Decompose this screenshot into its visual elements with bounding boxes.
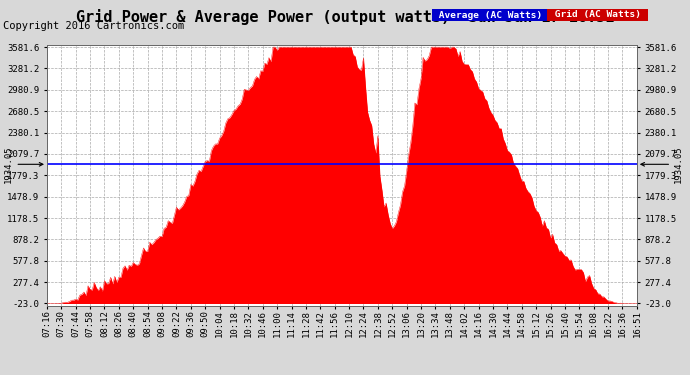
Text: Copyright 2016 Cartronics.com: Copyright 2016 Cartronics.com (3, 21, 185, 31)
Text: 1934.05: 1934.05 (641, 146, 683, 183)
Text: Grid (AC Watts): Grid (AC Watts) (549, 10, 647, 20)
Text: Grid Power & Average Power (output watts)  Sun Jan 17 16:51: Grid Power & Average Power (output watts… (76, 9, 614, 26)
Text: 1934.05: 1934.05 (3, 146, 43, 183)
Text: Average (AC Watts): Average (AC Watts) (433, 10, 549, 20)
